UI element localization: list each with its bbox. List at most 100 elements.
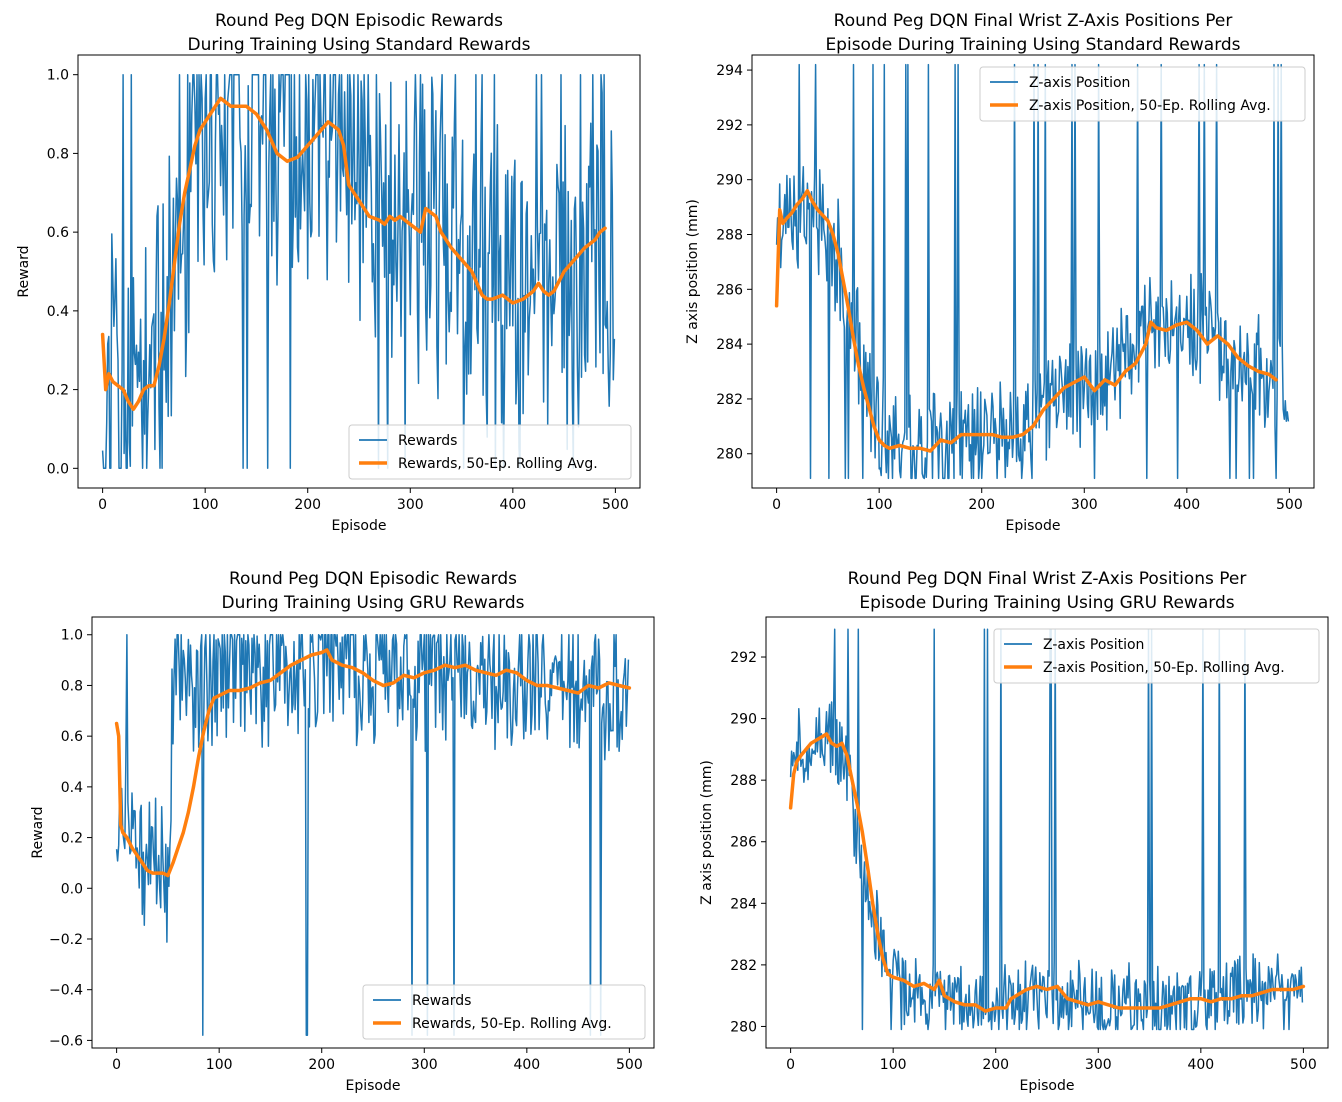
chart-panel-standard-z-axis: Round Peg DQN Final Wrist Z-Axis Positio…	[685, 11, 1315, 534]
y-tick-label: −0.2	[49, 932, 83, 948]
x-tick-label: 0	[112, 1057, 121, 1073]
raw-series-line	[775, 63, 1290, 480]
y-tick-label: 0.8	[61, 678, 83, 694]
x-tick-label: 100	[192, 497, 219, 513]
raw-series-line	[789, 628, 1304, 1031]
chart-title-line-2: Episode During Training Using GRU Reward…	[859, 593, 1234, 613]
chart-title-line-2: During Training Using GRU Rewards	[221, 593, 524, 613]
x-tick-label: 500	[1290, 1057, 1317, 1073]
x-tick-label: 100	[880, 1057, 907, 1073]
legend: Rewards Rewards, 50-Ep. Rolling Avg.	[348, 424, 632, 480]
legend-rolling-label: Rewards, 50-Ep. Rolling Avg.	[412, 1016, 612, 1032]
x-tick-label: 200	[308, 1057, 335, 1073]
y-axis-label: Reward	[16, 245, 32, 297]
y-tick-label: −0.4	[49, 983, 83, 999]
x-tick-label: 300	[1085, 1057, 1112, 1073]
y-tick-label: 288	[730, 773, 757, 789]
y-tick-label: 280	[730, 1019, 757, 1035]
plot-frame	[77, 54, 641, 489]
raw-series-line	[101, 73, 616, 470]
legend-raw-label: Z-axis Position	[1029, 75, 1130, 91]
y-tick-label: 280	[716, 447, 743, 463]
raw-series-line	[115, 633, 630, 1037]
y-axis-label: Z axis position (mm)	[685, 199, 701, 344]
chart-panel-gru-z-axis: Round Peg DQN Final Wrist Z-Axis Positio…	[699, 569, 1329, 1094]
y-tick-label: 0.2	[47, 383, 69, 399]
y-tick-label: 0.4	[61, 780, 83, 796]
x-tick-label: 0	[786, 1057, 795, 1073]
y-tick-label: 0.6	[47, 225, 69, 241]
chart-panel-standard-rewards: Round Peg DQN Episodic Rewards During Tra…	[16, 11, 641, 534]
y-tick-label: 1.0	[61, 628, 83, 644]
y-tick-label: 286	[730, 835, 757, 851]
y-tick-label: 284	[716, 337, 743, 353]
plot-frame	[751, 54, 1315, 489]
x-axis-label: Episode	[1006, 518, 1061, 534]
plot-frame	[765, 616, 1329, 1049]
legend-box	[993, 628, 1320, 684]
x-tick-label: 200	[968, 497, 995, 513]
x-axis-label: Episode	[346, 1078, 401, 1094]
y-tick-label: 0.6	[61, 729, 83, 745]
x-tick-label: 500	[1276, 497, 1303, 513]
rolling-average-series-line	[788, 732, 1306, 1013]
x-tick-label: 400	[513, 1057, 540, 1073]
chart-panel-gru-rewards: Round Peg DQN Episodic Rewards During Tra…	[30, 569, 655, 1094]
y-tick-label: 290	[716, 173, 743, 189]
chart-title-line-1: Round Peg DQN Episodic Rewards	[229, 569, 517, 589]
chart-title-line-2: During Training Using Standard Rewards	[188, 35, 531, 55]
y-tick-label: 282	[730, 958, 757, 974]
x-tick-label: 400	[499, 497, 526, 513]
y-tick-label: −0.6	[49, 1033, 83, 1049]
legend-rolling-label: Z-axis Position, 50-Ep. Rolling Avg.	[1043, 660, 1285, 676]
y-axis-label: Reward	[30, 806, 46, 858]
legend: Z-axis Position Z-axis Position, 50-Ep. R…	[979, 66, 1306, 122]
rolling-average-series-line	[100, 96, 607, 412]
x-tick-label: 300	[1071, 497, 1098, 513]
chart-title-line-1: Round Peg DQN Final Wrist Z-Axis Positio…	[848, 569, 1247, 589]
x-axis-label: Episode	[332, 518, 387, 534]
x-tick-label: 300	[397, 497, 424, 513]
x-tick-label: 0	[98, 497, 107, 513]
y-tick-label: 0.0	[61, 881, 83, 897]
y-tick-label: 0.0	[47, 461, 69, 477]
y-axis-label: Z axis position (mm)	[699, 760, 715, 905]
x-axis-label: Episode	[1020, 1078, 1075, 1094]
legend-raw-label: Z-axis Position	[1043, 637, 1144, 653]
rolling-average-series-line	[114, 648, 632, 878]
y-tick-label: 284	[730, 896, 757, 912]
y-tick-label: 1.0	[47, 68, 69, 84]
x-tick-label: 300	[411, 1057, 438, 1073]
x-tick-label: 500	[616, 1057, 643, 1073]
legend: Rewards Rewards, 50-Ep. Rolling Avg.	[362, 984, 646, 1040]
y-tick-label: 292	[716, 118, 743, 134]
y-tick-label: 286	[716, 282, 743, 298]
rolling-average-series-line	[774, 188, 1278, 453]
x-tick-label: 400	[1173, 497, 1200, 513]
y-tick-label: 290	[730, 712, 757, 728]
legend-raw-label: Rewards	[412, 993, 471, 1009]
legend-box	[362, 984, 646, 1040]
y-tick-label: 282	[716, 392, 743, 408]
x-tick-label: 400	[1187, 1057, 1214, 1073]
chart-title-line-1: Round Peg DQN Final Wrist Z-Axis Positio…	[834, 11, 1233, 31]
y-tick-label: 0.4	[47, 304, 69, 320]
y-tick-label: 288	[716, 228, 743, 244]
x-tick-label: 500	[602, 497, 629, 513]
x-tick-label: 100	[866, 497, 893, 513]
legend-rolling-label: Rewards, 50-Ep. Rolling Avg.	[398, 456, 598, 472]
plot-frame	[91, 616, 655, 1049]
chart-title-line-2: Episode During Training Using Standard R…	[825, 35, 1240, 55]
legend-raw-label: Rewards	[398, 433, 457, 449]
x-tick-label: 0	[772, 497, 781, 513]
y-tick-label: 294	[716, 63, 743, 79]
y-tick-label: 0.2	[61, 831, 83, 847]
y-tick-label: 0.8	[47, 146, 69, 162]
x-tick-label: 200	[294, 497, 321, 513]
legend-box	[348, 424, 632, 480]
chart-title-line-1: Round Peg DQN Episodic Rewards	[215, 11, 503, 31]
legend-box	[979, 66, 1306, 122]
legend-rolling-label: Z-axis Position, 50-Ep. Rolling Avg.	[1029, 98, 1271, 114]
x-tick-label: 100	[206, 1057, 233, 1073]
